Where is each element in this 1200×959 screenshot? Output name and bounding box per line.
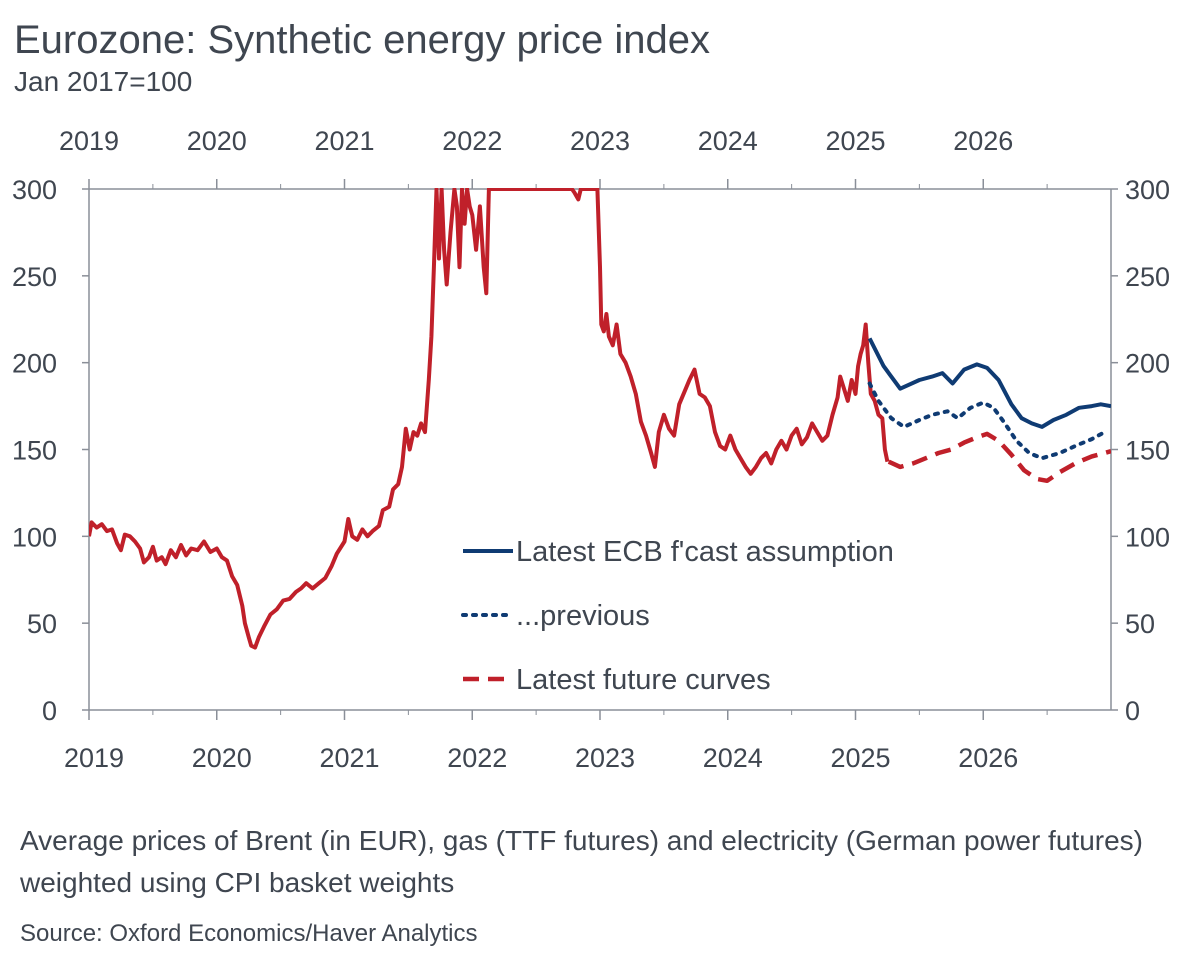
x-tick-label-bottom: 2020 xyxy=(192,743,252,773)
y-tick-label-left: 50 xyxy=(27,609,57,639)
legend-label: Latest future curves xyxy=(516,664,771,696)
y-tick-label-left: 100 xyxy=(12,522,57,552)
x-tick-label-top: 2020 xyxy=(187,126,247,156)
x-tick-label-top: 2024 xyxy=(698,126,758,156)
y-tick-label-left: 0 xyxy=(42,696,57,726)
y-tick-label-left: 250 xyxy=(12,262,57,292)
series-line-history xyxy=(89,188,890,650)
y-tick-label-right: 0 xyxy=(1125,696,1140,726)
chart-title: Eurozone: Synthetic energy price index xyxy=(14,18,710,62)
y-tick-label-right: 100 xyxy=(1125,522,1170,552)
x-tick-label-bottom: 2024 xyxy=(703,743,763,773)
x-tick-label-top: 2025 xyxy=(825,126,885,156)
chart-source: Source: Oxford Economics/Haver Analytics xyxy=(20,920,478,947)
x-tick-label-bottom: 2023 xyxy=(575,743,635,773)
legend-label: Latest ECB f'cast assumption xyxy=(516,536,894,568)
legend-label: ...previous xyxy=(516,600,650,632)
y-tick-label-right: 250 xyxy=(1125,262,1170,292)
series-line-previous xyxy=(867,381,1107,461)
x-tick-label-bottom: 2025 xyxy=(830,743,890,773)
y-tick-label-right: 50 xyxy=(1125,609,1155,639)
x-tick-label-top: 2022 xyxy=(442,126,502,156)
y-tick-label-right: 150 xyxy=(1125,436,1170,466)
x-tick-label-bottom: 2022 xyxy=(447,743,507,773)
x-tick-label-bottom: 2026 xyxy=(958,743,1018,773)
y-tick-label-right: 200 xyxy=(1125,349,1170,379)
y-tick-label-right: 300 xyxy=(1125,175,1170,205)
x-tick-label-top: 2021 xyxy=(314,126,374,156)
legend: Latest ECB f'cast assumption ...previous L… xyxy=(461,536,894,696)
series-layer xyxy=(89,188,1111,650)
chart-subtitle: Jan 2017=100 xyxy=(14,66,193,97)
x-tick-label-top: 2026 xyxy=(953,126,1013,156)
y-tick-label-left: 300 xyxy=(12,175,57,205)
y-tick-label-left: 150 xyxy=(12,436,57,466)
x-tick-label-top: 2019 xyxy=(59,126,119,156)
series-line-latest-future-curves xyxy=(887,431,1111,484)
y-tick-label-left: 200 xyxy=(12,349,57,379)
series-line-latest-ecb-f-cast-assumption xyxy=(867,337,1111,429)
chart-note: Average prices of Brent (in EUR), gas (T… xyxy=(20,825,1143,898)
x-tick-label-bottom: 2021 xyxy=(319,743,379,773)
x-tick-label-top: 2023 xyxy=(570,126,630,156)
x-tick-label-bottom: 2019 xyxy=(64,743,124,773)
